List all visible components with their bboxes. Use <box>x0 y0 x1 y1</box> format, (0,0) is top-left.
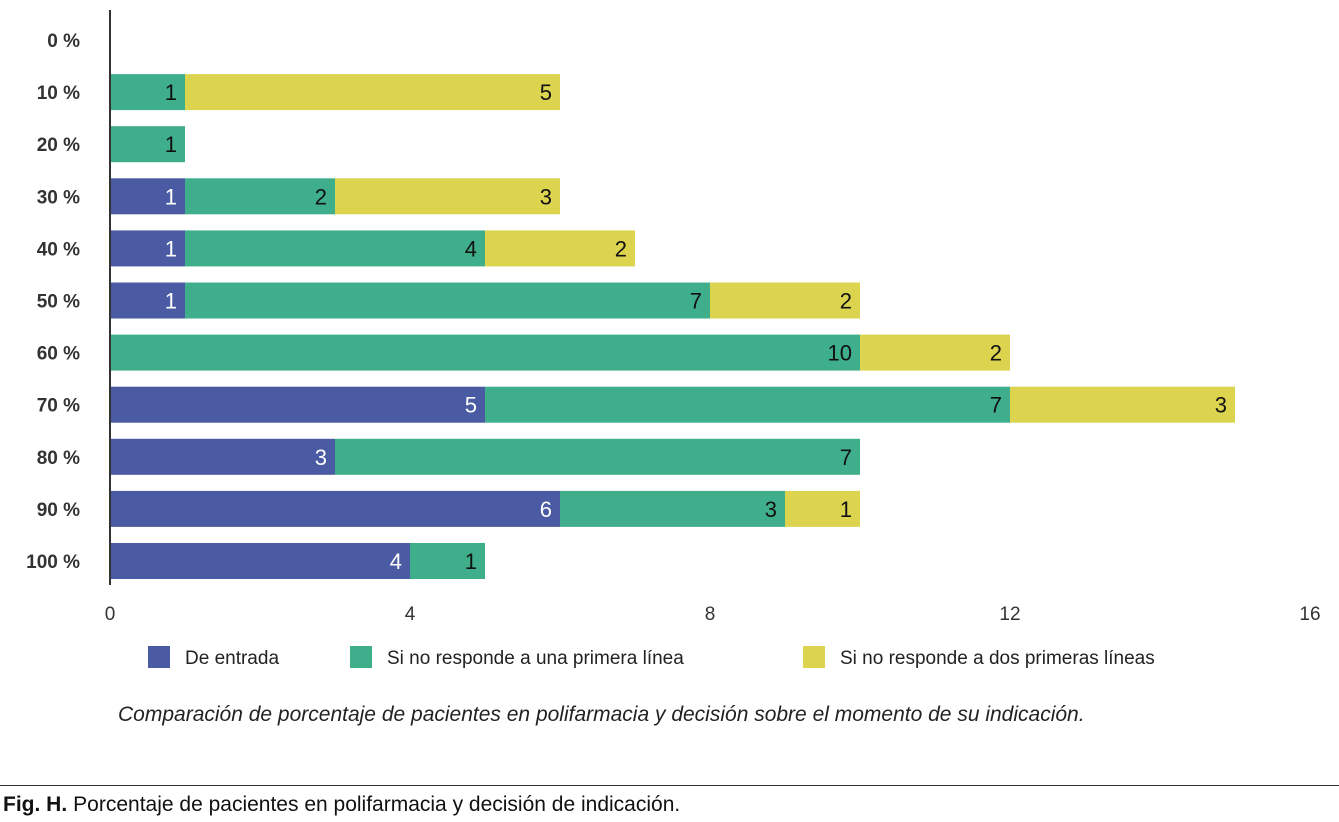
legend-label: Si no responde a dos primeras líneas <box>840 648 1155 669</box>
bar-segment <box>185 74 560 111</box>
y-tick-label: 30 % <box>37 187 80 208</box>
data-label: 4 <box>390 549 402 574</box>
legend-label: De entrada <box>185 648 279 669</box>
y-tick-label: 50 % <box>37 292 80 313</box>
y-tick-label: 90 % <box>37 500 80 521</box>
data-label: 1 <box>840 497 852 522</box>
bar-segment <box>860 334 1010 371</box>
bar-segment <box>185 282 710 319</box>
bar-segment <box>110 74 185 111</box>
legend-swatch <box>148 646 170 668</box>
data-label: 3 <box>540 184 552 209</box>
bar-segment <box>335 438 860 475</box>
bar-segment <box>110 230 185 267</box>
x-tick-label: 4 <box>405 604 416 625</box>
bar-segment <box>185 178 335 215</box>
y-tick-label: 100 % <box>26 552 80 573</box>
data-label: 5 <box>465 393 477 418</box>
y-tick-label: 20 % <box>37 135 80 156</box>
x-tick-label: 0 <box>105 604 116 625</box>
bar-segment <box>110 282 185 319</box>
legend-swatch <box>803 646 825 668</box>
divider <box>0 785 1339 786</box>
x-tick-label: 16 <box>1299 604 1320 625</box>
chart-caption: Comparación de porcentaje de pacientes e… <box>118 703 1085 726</box>
data-label: 6 <box>540 497 552 522</box>
bar-segment <box>110 126 185 163</box>
data-label: 2 <box>990 341 1002 366</box>
bar-segment <box>110 490 560 527</box>
data-label: 2 <box>840 289 852 314</box>
data-label: 1 <box>165 236 177 261</box>
data-label: 5 <box>540 80 552 105</box>
data-label: 1 <box>465 549 477 574</box>
y-tick-label: 80 % <box>37 448 80 469</box>
data-label: 2 <box>315 184 327 209</box>
y-tick-label: 0 % <box>47 31 80 52</box>
y-tick-label: 10 % <box>37 83 80 104</box>
bar-segment <box>110 334 860 371</box>
bar-segment <box>710 282 860 319</box>
figure-caption: Fig. H. Porcentaje de pacientes en polifa… <box>3 793 680 817</box>
bar-segment <box>560 490 785 527</box>
bar-segment <box>110 543 410 579</box>
bar-segment <box>110 438 335 475</box>
bar-segment <box>185 230 485 267</box>
y-tick-label: 70 % <box>37 396 80 417</box>
legend-swatch <box>350 646 372 668</box>
legend-label: Si no responde a una primera línea <box>387 648 684 669</box>
data-label: 10 <box>828 341 852 366</box>
stacked-bar-chart: 0 %10 % 1 520 % 130 % 1 2 340 % 1 4 250 % 1 7 260 % 1… <box>26 10 1321 669</box>
bar-segment <box>335 178 560 215</box>
bar-segment <box>1010 386 1235 423</box>
data-label: 7 <box>690 289 702 314</box>
x-tick-label: 8 <box>705 604 716 625</box>
bar-segment <box>110 178 185 215</box>
bar-segment <box>785 490 860 527</box>
data-label: 7 <box>840 445 852 470</box>
data-label: 4 <box>465 236 477 261</box>
data-label: 7 <box>990 393 1002 418</box>
data-label: 1 <box>165 184 177 209</box>
data-label: 3 <box>765 497 777 522</box>
bar-segment <box>410 543 485 579</box>
x-tick-label: 12 <box>999 604 1020 625</box>
data-label: 3 <box>1215 393 1227 418</box>
y-tick-label: 60 % <box>37 344 80 365</box>
y-tick-label: 40 % <box>37 239 80 260</box>
data-label: 2 <box>615 236 627 261</box>
figure-title: Porcentaje de pacientes en polifarmacia … <box>73 793 681 816</box>
data-label: 1 <box>165 132 177 157</box>
bar-segment <box>485 386 1010 423</box>
bar-segment <box>485 230 635 267</box>
bar-segment <box>110 386 485 423</box>
data-label: 1 <box>165 289 177 314</box>
data-label: 1 <box>165 80 177 105</box>
figure-label: Fig. H. <box>3 793 68 816</box>
data-label: 3 <box>315 445 327 470</box>
